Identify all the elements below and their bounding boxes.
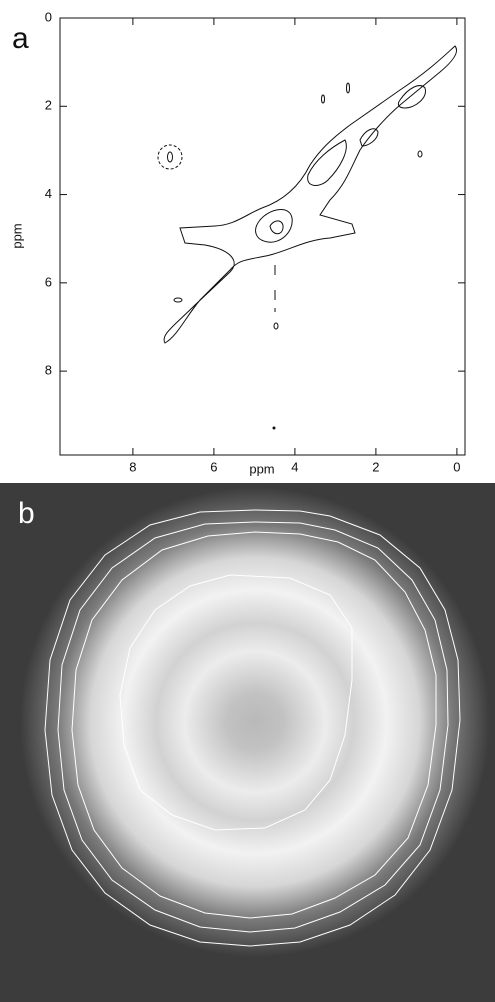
x-tick-label: 4	[291, 459, 298, 474]
image-contour	[119, 574, 353, 831]
image-contour	[71, 531, 437, 919]
y-tick-label: 0	[45, 9, 52, 24]
x-tick-label: 8	[129, 459, 136, 474]
y-tick-label: 8	[45, 363, 52, 378]
contour	[397, 85, 426, 109]
contour	[167, 151, 173, 163]
contour	[307, 139, 347, 186]
contour	[173, 297, 183, 303]
contour	[359, 128, 379, 147]
image	[0, 483, 495, 1002]
y-tick-label: 4	[45, 186, 52, 201]
contour	[417, 150, 423, 158]
panel-label: a	[12, 22, 29, 55]
contour	[321, 94, 325, 104]
axes: 8 6 4 2 0 0 2 4 6 8	[45, 9, 465, 474]
contour	[269, 220, 284, 235]
y-tick-label: 6	[45, 274, 52, 289]
x-tick-label: 2	[372, 459, 379, 474]
image-contour	[57, 521, 449, 933]
x-axis-label: ppm	[249, 461, 274, 476]
x-tick-label: 0	[453, 459, 460, 474]
plot-frame	[59, 17, 466, 456]
image-contour	[44, 509, 461, 947]
contour	[273, 322, 279, 330]
panel-label: b	[18, 497, 35, 530]
x-tick-label: 6	[210, 459, 217, 474]
y-tick-label: 2	[45, 98, 52, 113]
dashed-circle	[157, 144, 183, 170]
contour	[163, 45, 457, 344]
contour	[272, 426, 276, 430]
image-contours	[44, 509, 461, 947]
contour	[346, 82, 350, 94]
y-axis-label: ppm	[9, 223, 24, 248]
contour	[255, 209, 293, 243]
contours	[157, 45, 457, 430]
